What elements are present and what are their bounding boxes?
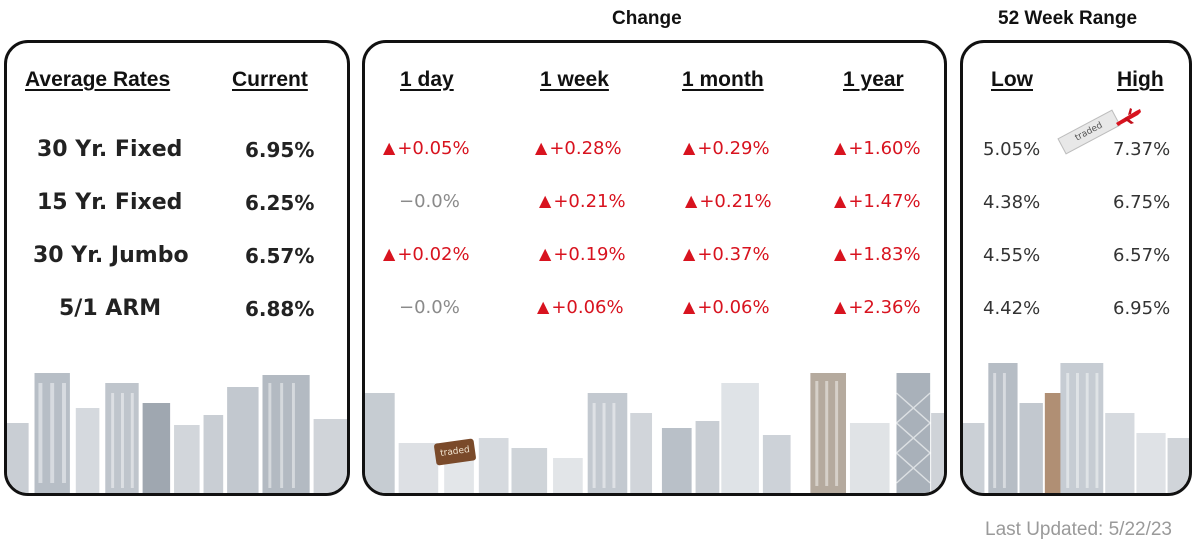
city-skyline-image <box>365 373 944 493</box>
rate-label: 15 Yr. Fixed <box>37 190 183 215</box>
up-arrow-icon: ▲ <box>834 191 847 210</box>
high-value: 6.75% <box>1113 192 1171 213</box>
change-row: ▲ +0.02% ▲ +0.19% ▲ +0.37% ▲ +1.83% <box>365 235 944 275</box>
range-group-title: 52 Week Range <box>998 8 1138 29</box>
rate-label: 30 Yr. Jumbo <box>33 243 189 268</box>
day-change: ▲ +0.02% <box>383 235 470 275</box>
month-change: ▲ +0.29% <box>683 129 770 169</box>
rates-panel: Average Rates Current 30 Yr. Fixed 6.95%… <box>4 40 350 496</box>
up-arrow-icon: ▲ <box>683 297 696 316</box>
up-arrow-icon: ▲ <box>834 297 847 316</box>
up-arrow-icon: ▲ <box>683 138 696 157</box>
change-row: −0.0% ▲ +0.06% ▲ +0.06% ▲ +2.36% <box>365 288 944 328</box>
current-rate: 6.88% <box>245 297 315 321</box>
day-change: −0.0% <box>399 191 460 212</box>
high-value: 6.57% <box>1113 245 1171 266</box>
month-header: 1 month <box>682 68 764 91</box>
low-header: Low <box>991 68 1033 91</box>
change-group-title: Change <box>612 8 682 29</box>
rate-label: 5/1 ARM <box>59 296 162 321</box>
change-row: −0.0% ▲ +0.21% ▲ +0.21% ▲ +1.47% <box>365 182 944 222</box>
current-rate: 6.95% <box>245 138 315 162</box>
up-arrow-icon: ▲ <box>383 244 396 263</box>
up-arrow-icon: ▲ <box>834 138 847 157</box>
week-header: 1 week <box>540 68 609 91</box>
range-row: 4.38% 6.75% <box>963 183 1189 223</box>
plane-banner-decoration: traded <box>1057 105 1173 155</box>
year-change: ▲ +1.60% <box>834 129 921 169</box>
plane-icon <box>1116 108 1141 126</box>
current-rate: 6.57% <box>245 244 315 268</box>
up-arrow-icon: ▲ <box>685 191 698 210</box>
up-arrow-icon: ▲ <box>834 244 847 263</box>
high-header: High <box>1117 68 1164 91</box>
change-row: ▲ +0.05% ▲ +0.28% ▲ +0.29% ▲ +1.60% <box>365 129 944 169</box>
week-change: ▲ +0.21% <box>539 182 626 222</box>
up-arrow-icon: ▲ <box>539 244 552 263</box>
range-row: 4.42% 6.95% <box>963 289 1189 329</box>
week-change: ▲ +0.06% <box>537 288 624 328</box>
average-rates-header: Average Rates <box>25 68 171 91</box>
low-value: 4.42% <box>983 298 1041 319</box>
low-value: 5.05% <box>983 139 1041 160</box>
up-arrow-icon: ▲ <box>537 297 550 316</box>
rate-row: 5/1 ARM 6.88% <box>7 289 347 329</box>
up-arrow-icon: ▲ <box>535 138 548 157</box>
month-change: ▲ +0.21% <box>685 182 772 222</box>
range-row: 5.05% 7.37% <box>963 130 1189 170</box>
week-change: ▲ +0.28% <box>535 129 622 169</box>
rate-row: 15 Yr. Fixed 6.25% <box>7 183 347 223</box>
up-arrow-icon: ▲ <box>683 244 696 263</box>
city-skyline-image <box>963 363 1189 493</box>
range-panel: Low High 5.05% 7.37% 4.38% 6.75% 4.55% 6… <box>960 40 1192 496</box>
rate-row: 30 Yr. Jumbo 6.57% <box>7 236 347 276</box>
rate-row: 30 Yr. Fixed 6.95% <box>7 130 347 170</box>
year-change: ▲ +1.83% <box>834 235 921 275</box>
high-value: 6.95% <box>1113 298 1171 319</box>
range-row: 4.55% 6.57% <box>963 236 1189 276</box>
low-value: 4.55% <box>983 245 1041 266</box>
traded-banner: traded <box>1057 109 1121 155</box>
year-header: 1 year <box>843 68 904 91</box>
high-value: 7.37% <box>1113 139 1171 160</box>
rate-label: 30 Yr. Fixed <box>37 137 183 162</box>
up-arrow-icon: ▲ <box>383 138 396 157</box>
last-updated-text: Last Updated: 5/22/23 <box>985 519 1172 540</box>
year-change: ▲ +2.36% <box>834 288 921 328</box>
day-change: −0.0% <box>399 297 460 318</box>
current-rate: 6.25% <box>245 191 315 215</box>
year-change: ▲ +1.47% <box>834 182 921 222</box>
current-header: Current <box>232 68 308 91</box>
day-change: ▲ +0.05% <box>383 129 470 169</box>
week-change: ▲ +0.19% <box>539 235 626 275</box>
day-header: 1 day <box>400 68 454 91</box>
up-arrow-icon: ▲ <box>539 191 552 210</box>
month-change: ▲ +0.37% <box>683 235 770 275</box>
change-panel: 1 day 1 week 1 month 1 year ▲ +0.05% ▲ +0.… <box>362 40 947 496</box>
low-value: 4.38% <box>983 192 1041 213</box>
city-skyline-image <box>7 373 347 493</box>
month-change: ▲ +0.06% <box>683 288 770 328</box>
